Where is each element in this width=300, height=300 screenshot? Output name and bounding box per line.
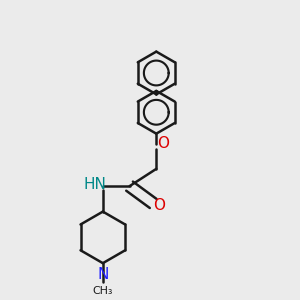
Text: O: O bbox=[157, 136, 169, 151]
Text: N: N bbox=[97, 267, 109, 282]
Text: HN: HN bbox=[84, 177, 106, 192]
Text: CH₃: CH₃ bbox=[93, 286, 113, 296]
Text: O: O bbox=[153, 199, 165, 214]
